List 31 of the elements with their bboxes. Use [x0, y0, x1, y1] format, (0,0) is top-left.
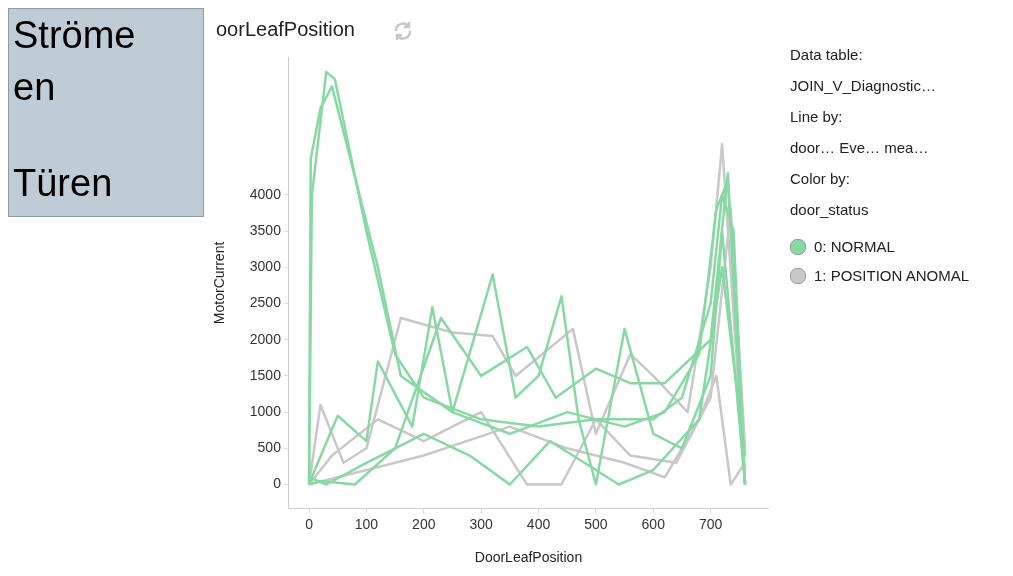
y-tick-label: 0 — [273, 475, 282, 492]
y-tick-label: 1500 — [249, 366, 282, 383]
x-tick-label: 100 — [354, 515, 379, 532]
y-tick-label: 2000 — [249, 330, 282, 347]
text: door… Eve… mea… — [790, 139, 930, 158]
text: Türen — [13, 161, 114, 206]
y-tick-label: 2500 — [249, 294, 282, 311]
x-tick-label: 200 — [412, 515, 436, 532]
y-tick-label: 3000 — [249, 258, 282, 275]
x-tick-label: 600 — [641, 515, 666, 532]
chart-title: oorLeafPosition — [216, 18, 355, 41]
text: Data table: — [790, 46, 864, 65]
y-axis-title: MotorCurrent — [211, 241, 228, 325]
x-tick-label: 700 — [698, 515, 723, 532]
x-axis-title: DoorLeafPosition — [474, 549, 583, 566]
text: Ströme — [13, 13, 137, 58]
y-tick-label: 4000 — [249, 185, 282, 202]
y-tick-label: 500 — [257, 439, 282, 456]
y-tick-label: 3500 — [249, 222, 282, 238]
x-tick-label: 500 — [584, 515, 608, 532]
text: door_status — [790, 201, 870, 220]
y-tick-label: 1000 — [249, 402, 282, 419]
legend-label: 0: NORMAL — [814, 238, 895, 255]
legend-label: 1: POSITION ANOMAL — [814, 267, 970, 284]
text: Color by: — [790, 170, 852, 189]
x-tick-label: 0 — [305, 515, 314, 532]
text: JOIN_V_Diagnostic… — [790, 77, 937, 96]
text: Line by: — [790, 108, 844, 127]
x-tick-label: 300 — [469, 515, 494, 532]
x-tick-label: 400 — [526, 515, 551, 532]
text: en — [13, 65, 57, 110]
